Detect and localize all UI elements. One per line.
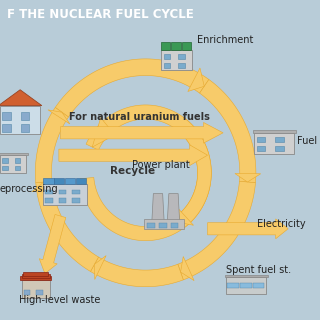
- Polygon shape: [175, 117, 211, 228]
- Bar: [15, 166, 20, 170]
- Bar: [226, 277, 267, 294]
- Text: Electricity: Electricity: [257, 219, 306, 229]
- Bar: [228, 283, 239, 288]
- Bar: [164, 54, 170, 59]
- Bar: [3, 112, 11, 120]
- Bar: [240, 283, 252, 288]
- Bar: [72, 198, 80, 203]
- Text: Recycle: Recycle: [109, 166, 155, 176]
- Text: For natural uranium fuels: For natural uranium fuels: [69, 112, 210, 122]
- Bar: [253, 130, 296, 133]
- Bar: [3, 124, 11, 132]
- Polygon shape: [188, 68, 204, 92]
- Bar: [257, 137, 265, 142]
- Bar: [159, 223, 167, 228]
- Bar: [253, 283, 264, 288]
- Bar: [45, 189, 53, 194]
- Bar: [45, 198, 53, 203]
- Bar: [3, 158, 8, 163]
- Polygon shape: [180, 257, 194, 281]
- Text: eprocessing: eprocessing: [0, 184, 59, 194]
- Polygon shape: [94, 256, 106, 279]
- Bar: [54, 178, 64, 184]
- FancyArrow shape: [39, 214, 66, 274]
- Bar: [22, 280, 50, 298]
- Bar: [164, 63, 170, 68]
- Polygon shape: [48, 110, 70, 124]
- Bar: [36, 290, 43, 295]
- Bar: [0, 155, 26, 173]
- FancyArrow shape: [59, 145, 208, 165]
- Polygon shape: [32, 182, 57, 192]
- Bar: [20, 276, 51, 280]
- Bar: [22, 274, 50, 278]
- Bar: [161, 50, 192, 70]
- Text: Fuel: Fuel: [297, 136, 317, 146]
- Text: Power plant: Power plant: [132, 160, 189, 170]
- Bar: [20, 124, 29, 132]
- Bar: [225, 275, 268, 277]
- Polygon shape: [80, 105, 211, 241]
- Polygon shape: [91, 257, 183, 287]
- Bar: [44, 178, 53, 184]
- Bar: [15, 158, 20, 163]
- Polygon shape: [55, 59, 209, 117]
- Bar: [171, 223, 179, 228]
- Polygon shape: [200, 79, 256, 183]
- Bar: [59, 198, 67, 203]
- Bar: [178, 54, 185, 59]
- Text: Enrichment: Enrichment: [197, 35, 253, 45]
- Polygon shape: [0, 90, 42, 106]
- Bar: [65, 178, 75, 184]
- Bar: [275, 137, 284, 142]
- Text: High-level waste: High-level waste: [19, 295, 100, 305]
- Bar: [161, 42, 171, 50]
- Bar: [147, 223, 155, 228]
- Bar: [44, 184, 87, 205]
- Bar: [76, 178, 86, 184]
- FancyArrow shape: [60, 123, 223, 143]
- Bar: [3, 166, 8, 170]
- Bar: [59, 189, 67, 194]
- Bar: [72, 189, 80, 194]
- Bar: [24, 290, 30, 295]
- Bar: [254, 133, 294, 154]
- Bar: [20, 112, 29, 120]
- Polygon shape: [178, 181, 255, 280]
- Bar: [23, 272, 48, 276]
- Polygon shape: [235, 173, 261, 182]
- Bar: [0, 153, 28, 155]
- Polygon shape: [35, 108, 68, 183]
- Bar: [182, 42, 191, 50]
- Text: Spent fuel st.: Spent fuel st.: [226, 265, 291, 276]
- Polygon shape: [179, 209, 194, 225]
- Bar: [275, 146, 284, 151]
- FancyArrow shape: [208, 219, 288, 239]
- Bar: [257, 146, 265, 151]
- Polygon shape: [167, 194, 180, 222]
- Polygon shape: [92, 117, 115, 147]
- Bar: [144, 219, 184, 229]
- Bar: [0, 106, 40, 134]
- Polygon shape: [36, 181, 99, 271]
- Polygon shape: [152, 194, 164, 222]
- Bar: [172, 42, 181, 50]
- Bar: [178, 63, 185, 68]
